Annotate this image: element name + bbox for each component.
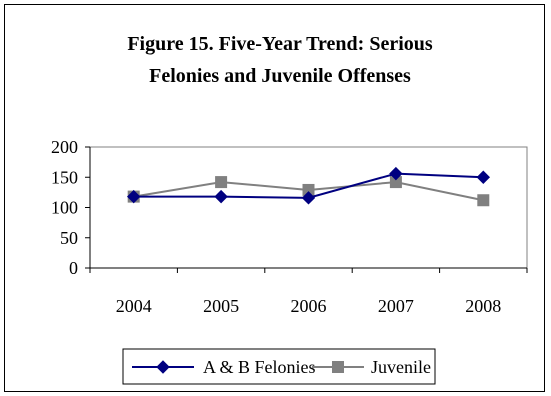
x-tick-label: 2004 <box>116 296 152 316</box>
x-tick-label: 2005 <box>203 296 239 316</box>
diamond-marker <box>476 170 491 184</box>
diamond-marker <box>389 166 403 181</box>
square-marker <box>477 194 490 207</box>
legend-label: Juvenile <box>371 357 431 377</box>
legend-label: A & B Felonies <box>203 357 316 377</box>
chart-title-line-2: Felonies and Juvenile Offenses <box>149 65 411 87</box>
diamond-marker <box>301 191 316 205</box>
y-tick-label: 150 <box>51 167 78 187</box>
plot-area-border <box>89 146 528 269</box>
legend-square-marker <box>332 361 344 373</box>
diamond-marker <box>214 189 228 204</box>
chart-title-line-1: Figure 15. Five-Year Trend: Serious <box>127 33 433 55</box>
x-tick-label: 2008 <box>465 296 501 316</box>
y-tick-label: 100 <box>51 198 78 218</box>
x-tick-label: 2006 <box>291 296 327 316</box>
line-chart: Figure 15. Five-Year Trend: Serious Felo… <box>51 33 528 385</box>
y-tick-label: 50 <box>60 228 78 248</box>
diamond-marker <box>126 189 141 204</box>
legend-diamond-marker <box>156 360 170 374</box>
chart-frame: Figure 15. Five-Year Trend: Serious Felo… <box>4 4 545 392</box>
square-marker <box>215 176 228 189</box>
x-tick-label: 2007 <box>378 296 414 316</box>
y-tick-label: 0 <box>69 258 78 278</box>
y-tick-label: 200 <box>51 137 78 157</box>
